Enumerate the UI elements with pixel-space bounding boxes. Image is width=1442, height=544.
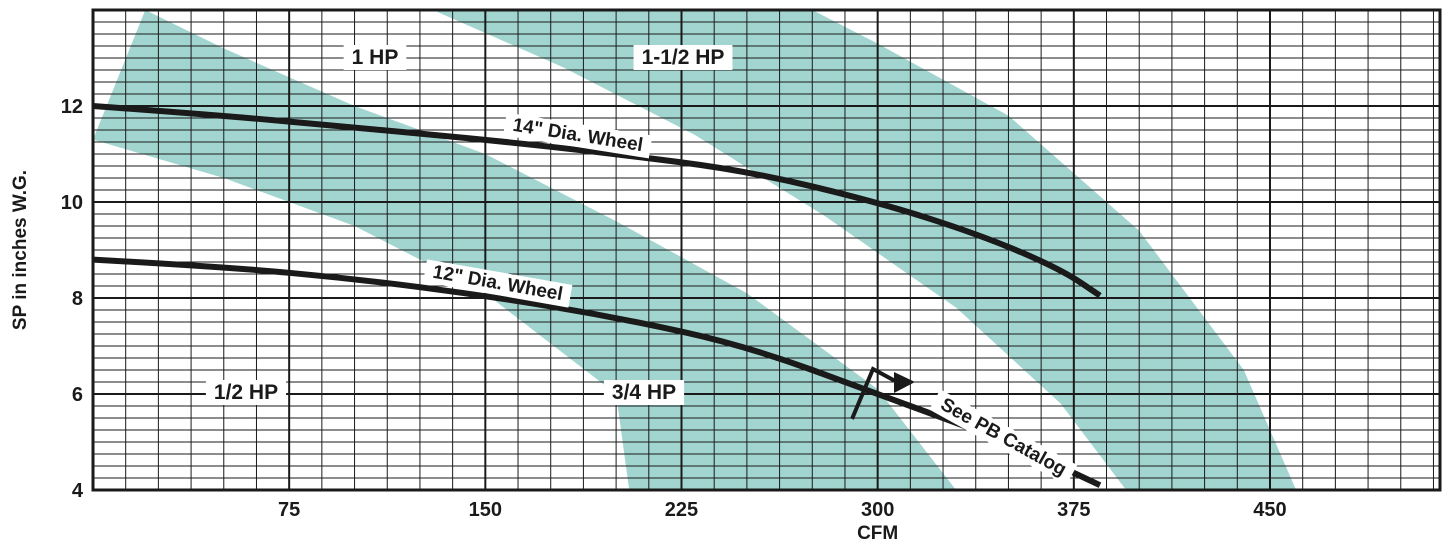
- y-tick-label: 4: [72, 480, 84, 502]
- label-half-hp: 1/2 HP: [214, 381, 278, 404]
- x-tick-label: 150: [469, 499, 502, 521]
- label-12-wheel-bg: [423, 259, 573, 308]
- plot-frame: [91, 8, 1442, 492]
- x-tick-label: 375: [1057, 499, 1090, 521]
- wheel-curves: [92, 103, 1102, 488]
- x-tick-label: 450: [1253, 499, 1286, 521]
- y-tick-label: 8: [72, 288, 83, 310]
- label-see-pb-catalog-bg: [929, 389, 1078, 486]
- label-three-quarter-hp: 3/4 HP: [612, 381, 676, 404]
- x-tick-label: 75: [278, 499, 300, 521]
- label-three-quarter-hp-bg: [603, 380, 685, 405]
- arrow-shaft: [850, 366, 898, 420]
- label-1-5-hp-group: 1-1/2 HP: [633, 45, 733, 70]
- label-half-hp-group: 1/2 HP: [205, 380, 287, 405]
- see-catalog-arrow: [850, 366, 915, 420]
- label-three-quarter-hp-group: 3/4 HP: [603, 380, 685, 405]
- label-1-5-hp: 1-1/2 HP: [642, 46, 725, 69]
- label-1-hp-bg: [343, 45, 407, 70]
- wheel-curve-2: [92, 256, 1102, 488]
- axis-ticks: 75 150 225 300 375 450 4 6 8 10 12: [61, 96, 1287, 521]
- x-tick-label: 225: [665, 499, 698, 521]
- arrow-head: [894, 372, 915, 393]
- label-1-5-hp-bg: [633, 45, 733, 70]
- y-tick-label: 6: [72, 384, 83, 406]
- label-1-hp: 1 HP: [352, 46, 399, 69]
- grid: [91, 8, 1442, 492]
- y-tick-label: 10: [61, 192, 83, 214]
- y-tick-label: 12: [61, 96, 83, 118]
- x-axis-title: CFM: [857, 523, 898, 544]
- y-axis-title: SP in inches W.G.: [10, 170, 31, 330]
- x-tick-label: 300: [861, 499, 894, 521]
- label-1-hp-group: 1 HP: [343, 45, 407, 70]
- wheel-curve-1: [92, 103, 1102, 299]
- label-half-hp-bg: [205, 380, 287, 405]
- label-14-wheel-bg: [503, 112, 653, 159]
